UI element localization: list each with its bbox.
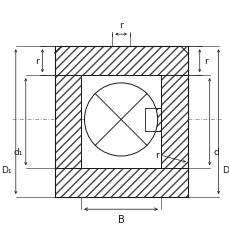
Bar	[160, 76, 187, 169]
Text: r: r	[119, 21, 123, 30]
Bar	[54, 76, 81, 169]
Bar	[145, 109, 160, 131]
Text: r: r	[35, 57, 38, 66]
Text: D: D	[221, 166, 228, 175]
Bar	[54, 169, 187, 197]
Text: d₁: d₁	[13, 147, 22, 156]
Text: r: r	[154, 151, 158, 160]
Text: D₁: D₁	[1, 166, 12, 175]
Text: B: B	[117, 214, 124, 224]
Bar	[54, 169, 187, 197]
Bar	[54, 76, 81, 169]
Circle shape	[84, 84, 157, 156]
Bar	[54, 47, 187, 76]
Text: r: r	[203, 57, 207, 66]
Bar	[145, 109, 160, 131]
Bar	[160, 76, 187, 169]
Bar	[54, 47, 187, 76]
Text: d: d	[212, 147, 218, 156]
